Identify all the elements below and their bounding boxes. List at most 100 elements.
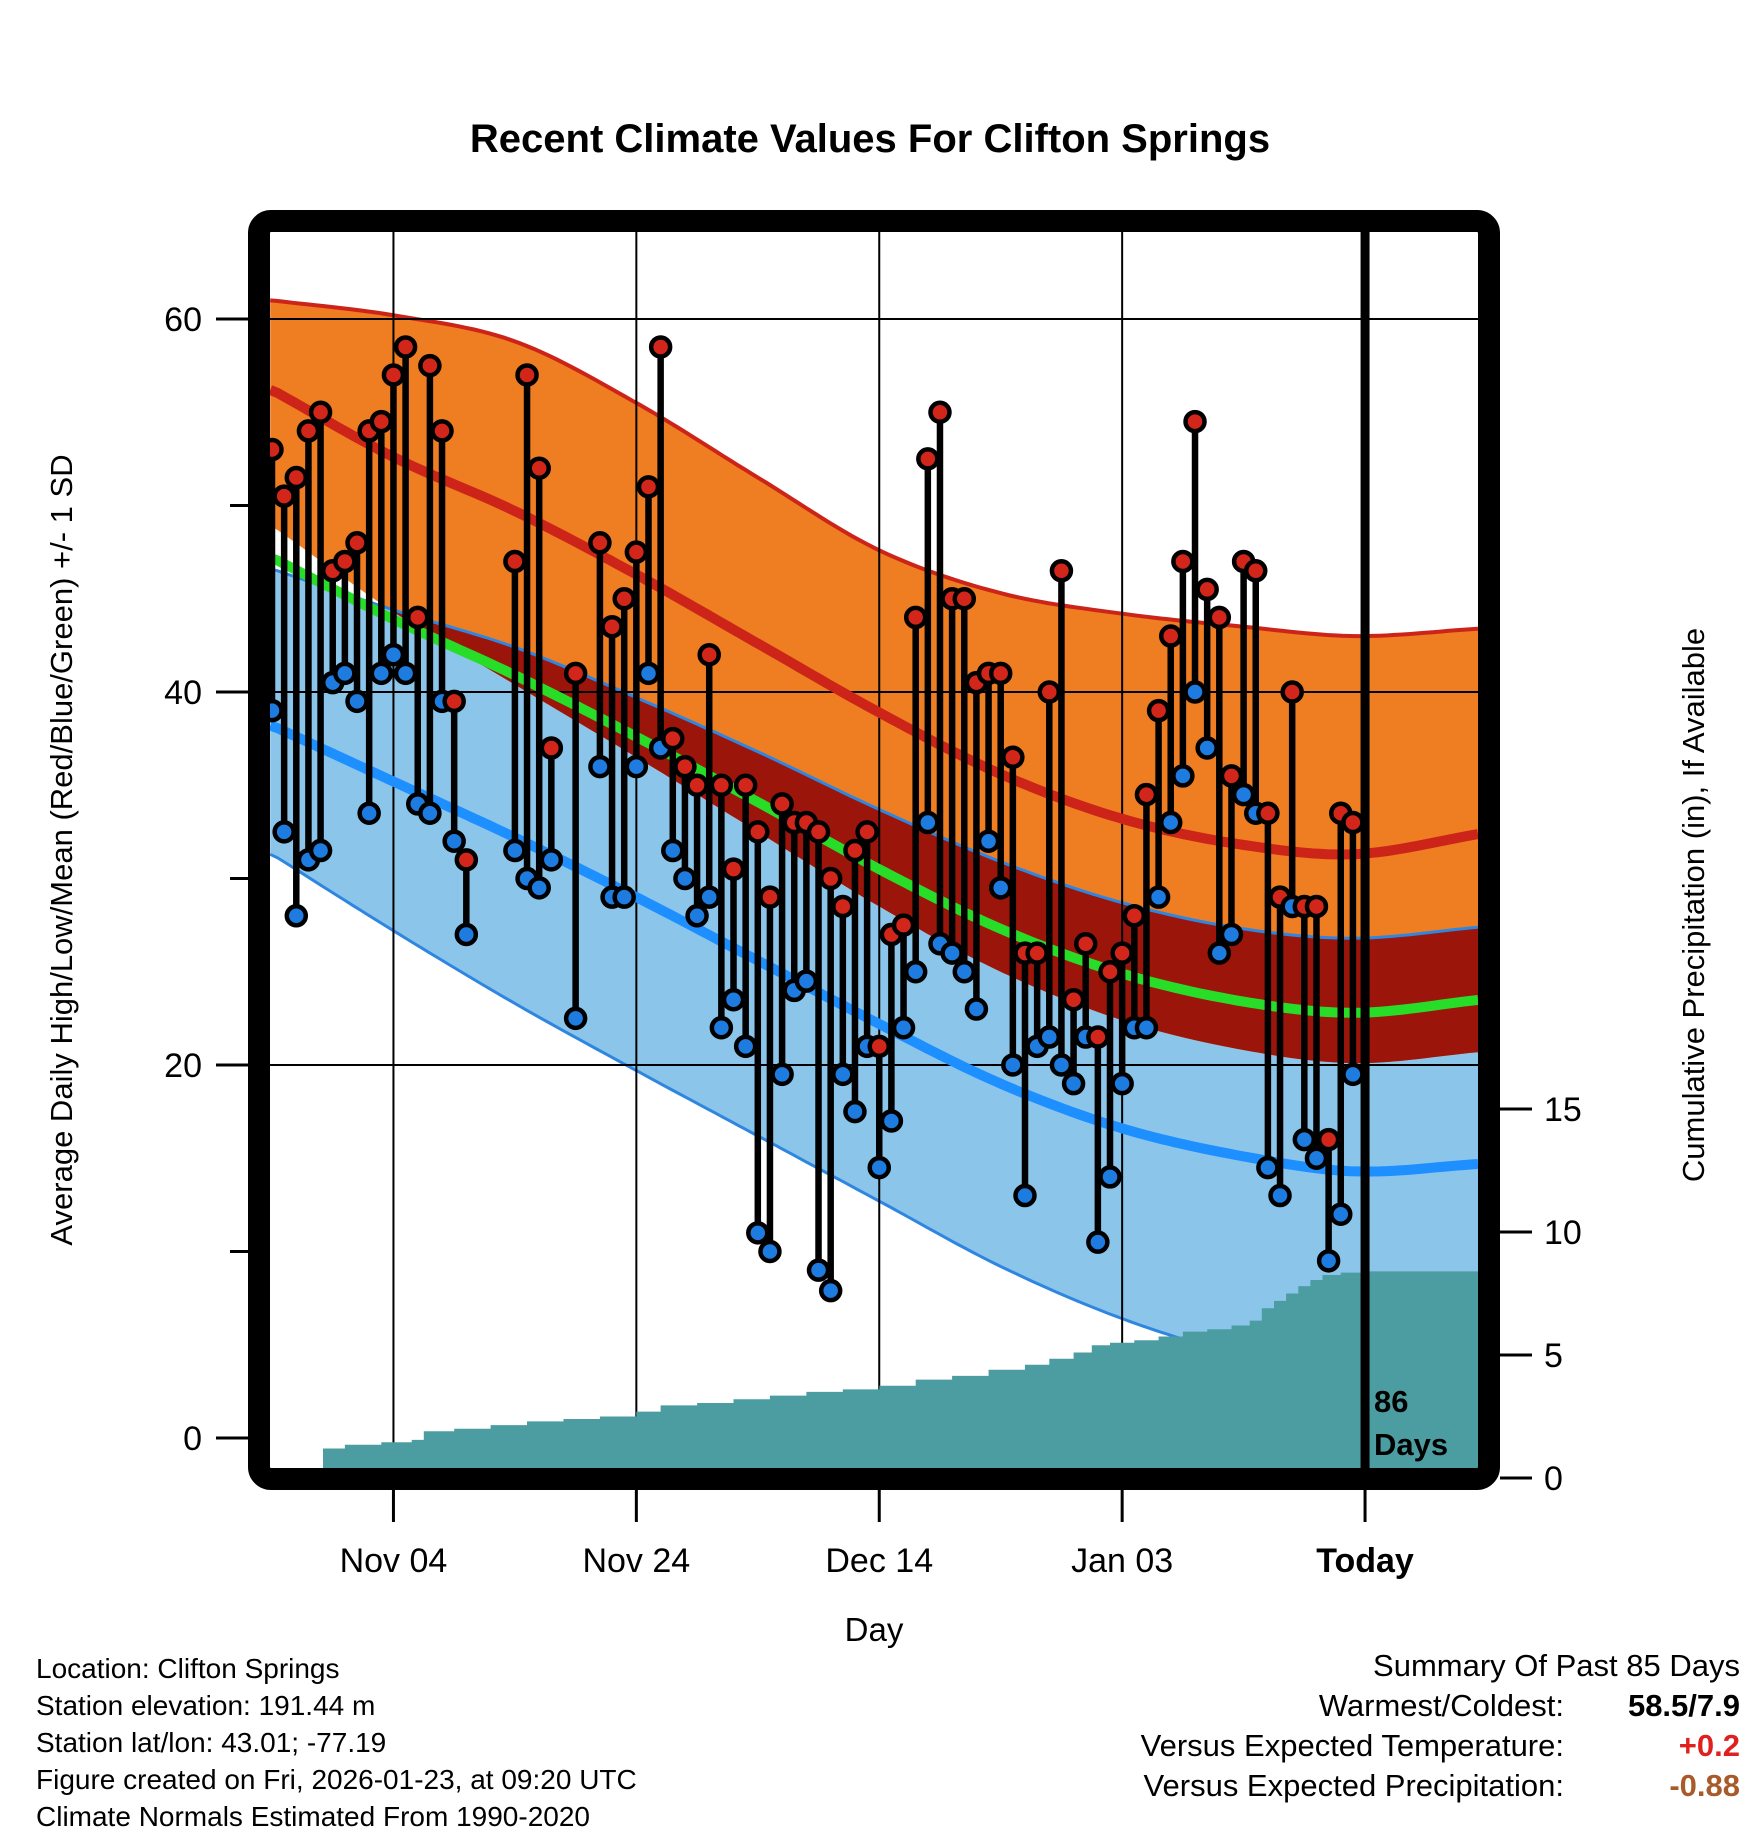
obs-high-dot: [454, 848, 479, 872]
left-axis-tick-label: 60: [164, 301, 202, 339]
station-elevation: Station elevation: 191.44 m: [36, 1690, 376, 1721]
obs-high-dot: [515, 363, 539, 387]
obs-low-dot: [746, 1221, 770, 1245]
obs-low-dot: [673, 866, 697, 891]
obs-high-dot: [308, 400, 333, 424]
obs-low-dot: [1158, 810, 1183, 835]
obs-high-dot: [1219, 764, 1244, 788]
obs-high-dot: [284, 465, 309, 490]
obs-high-dot: [916, 447, 940, 471]
obs-high-dot: [1316, 1127, 1341, 1152]
obs-high-dot: [831, 894, 855, 919]
obs-high-dot: [270, 437, 284, 462]
obs-low-dot: [661, 838, 685, 863]
left-axis-tick-label: 0: [183, 1420, 202, 1458]
obs-high-dot: [430, 419, 454, 443]
summary-panel: Summary Of Past 85 Days Warmest/Coldest:…: [1141, 1646, 1740, 1806]
obs-high-dot: [685, 773, 709, 797]
obs-low-dot: [1037, 1025, 1062, 1049]
normals-source: Climate Normals Estimated From 1990-2020: [36, 1801, 590, 1832]
obs-low-dot: [831, 1062, 855, 1087]
obs-low-dot: [733, 1034, 758, 1059]
obs-high-dot: [1183, 409, 1207, 434]
today-days-label: Days: [1374, 1427, 1448, 1462]
obs-low-dot: [843, 1099, 867, 1124]
obs-low-dot: [770, 1062, 794, 1087]
obs-high-dot: [1061, 987, 1086, 1012]
obs-low-dot: [1171, 764, 1195, 788]
obs-low-dot: [1329, 1202, 1353, 1226]
obs-high-dot: [1341, 810, 1365, 835]
station-location: Location: Clifton Springs: [36, 1653, 340, 1684]
obs-low-dot: [1146, 885, 1171, 909]
summary-label: Versus Expected Temperature:: [1140, 1728, 1564, 1763]
obs-high-dot: [393, 335, 418, 359]
obs-low-dot: [503, 838, 527, 863]
obs-high-dot: [345, 531, 369, 555]
summary-label: Warmest/Coldest:: [1318, 1688, 1564, 1723]
station-info: Location: Clifton Springs Station elevat…: [36, 1650, 637, 1835]
obs-low-dot: [891, 1015, 916, 1040]
high-mean-line: [270, 385, 1478, 860]
obs-high-dot: [1001, 745, 1025, 770]
obs-low-dot: [709, 1015, 734, 1040]
obs-low-dot: [272, 820, 296, 844]
left-axis-tick-label: 40: [164, 674, 202, 712]
obs-low-dot: [685, 904, 709, 928]
obs-low-dot: [345, 689, 369, 714]
obs-high-dot: [928, 400, 952, 424]
obs-high-dot: [903, 605, 928, 630]
obs-high-dot: [1110, 941, 1134, 965]
obs-high-dot: [418, 353, 442, 378]
obs-low-dot: [1086, 1230, 1110, 1254]
obs-high-dot: [758, 885, 782, 909]
obs-low-dot: [1013, 1183, 1037, 1208]
right-axis-tick-label: 0: [1544, 1460, 1563, 1498]
obs-low-dot: [333, 661, 357, 686]
obs-high-dot: [843, 838, 867, 863]
mean-line: [270, 553, 1478, 1018]
left-axis-tick-label: 20: [164, 1047, 202, 1085]
bottom-axis-tick-label: Dec 14: [825, 1542, 933, 1580]
obs-high-dot: [648, 335, 673, 359]
obs-low-dot: [1316, 1249, 1341, 1273]
x-axis-title: Day: [845, 1611, 904, 1648]
obs-high-dot: [1122, 904, 1147, 928]
obs-high-dot: [503, 549, 527, 574]
obs-low-dot: [1219, 922, 1244, 947]
obs-low-dot: [806, 1258, 831, 1282]
obs-low-dot: [1231, 782, 1256, 807]
obs-low-dot: [636, 661, 661, 686]
obs-low-dot: [1341, 1062, 1365, 1087]
obs-low-dot: [879, 1109, 904, 1133]
obs-high-dot: [806, 820, 831, 844]
obs-high-dot: [624, 540, 649, 564]
obs-low-dot: [988, 876, 1013, 900]
obs-high-dot: [709, 773, 734, 797]
obs-low-dot: [818, 1278, 843, 1303]
obs-high-dot: [296, 419, 321, 443]
obs-low-dot: [527, 876, 551, 900]
obs-high-dot: [369, 409, 394, 434]
obs-low-dot: [916, 810, 940, 835]
obs-high-dot: [733, 773, 758, 797]
obs-high-dot: [1256, 801, 1280, 825]
obs-low-dot: [758, 1239, 782, 1264]
high-temp-band: [270, 300, 1478, 1064]
obs-high-dot: [988, 661, 1013, 686]
obs-high-dot: [636, 475, 661, 499]
obs-low-dot: [794, 969, 819, 993]
obs-low-dot: [539, 848, 564, 872]
summary-value: 58.5/7.9: [1627, 1688, 1740, 1723]
obs-high-dot: [588, 531, 612, 555]
obs-high-dot: [721, 857, 746, 881]
today-line-layer: 86 Days: [1360, 232, 1448, 1468]
summary-row-vs-precipitation: Versus Expected Precipitation: -0.88: [1141, 1766, 1740, 1806]
obs-high-dot: [612, 587, 636, 611]
summary-value: -0.88: [1669, 1768, 1740, 1803]
obs-high-dot: [673, 754, 697, 779]
figure-created: Figure created on Fri, 2026-01-23, at 09…: [36, 1764, 637, 1795]
obs-low-dot: [1134, 1015, 1159, 1040]
obs-high-dot: [442, 689, 466, 714]
